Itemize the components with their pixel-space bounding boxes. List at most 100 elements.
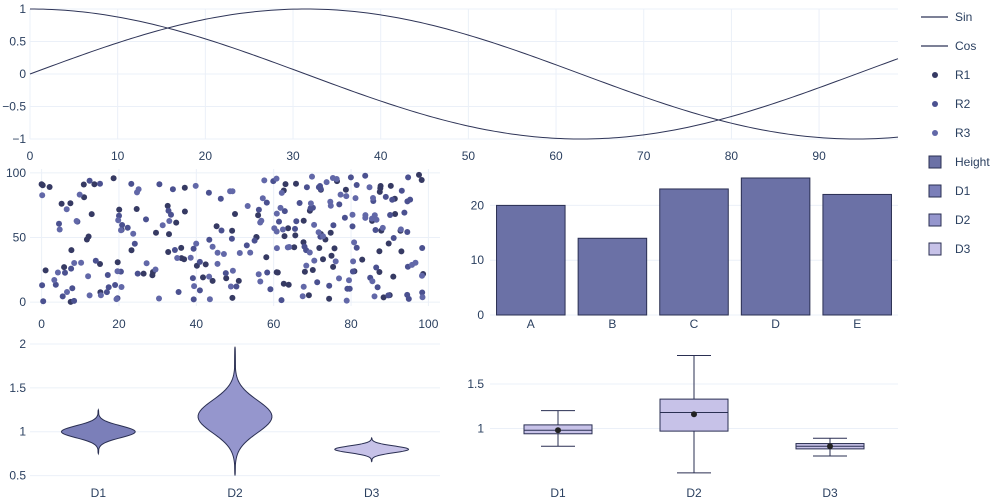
scatter-point-r2	[401, 209, 408, 216]
scatter-point-r1	[209, 277, 216, 284]
scatter-point-r3	[85, 273, 92, 280]
scatter-point-r2	[349, 268, 356, 275]
scatter-point-r3	[300, 283, 307, 290]
scatter-point-r3	[349, 211, 356, 218]
scatter-point-r2	[419, 289, 426, 296]
scatter-point-r3	[209, 243, 216, 250]
y-tick-label: 0	[477, 308, 484, 322]
scatter-point-r2	[264, 269, 271, 276]
scatter-point-r3	[214, 260, 221, 267]
scatter-point-r3	[373, 216, 380, 223]
scatter-point-r3	[332, 258, 339, 265]
scatter-point-r3	[311, 257, 318, 264]
scatter-point-r1	[359, 256, 366, 263]
scatter-point-r2	[171, 247, 178, 253]
scatter-point-r2	[71, 297, 78, 304]
y-tick-label: 0	[19, 67, 26, 81]
scatter-point-r1	[274, 269, 281, 276]
legend-item-r3: R3	[932, 126, 971, 140]
scatter-point-r3	[118, 284, 125, 290]
scatter-point-r2	[303, 184, 310, 191]
scatter-point-r3	[311, 221, 318, 228]
scatter-point-r3	[343, 297, 350, 304]
legend-marker-swatch	[932, 72, 938, 78]
legend-item-height: Height	[928, 155, 990, 169]
scatter-point-r3	[130, 230, 137, 237]
scatter-point-r2	[390, 235, 397, 241]
scatter-point-r1	[327, 229, 334, 236]
scatter-point-r2	[189, 275, 196, 282]
x-tick-label: D2	[686, 486, 702, 500]
scatter-point-r2	[103, 289, 110, 296]
scatter-point-r2	[314, 279, 321, 286]
scatter-point-r1	[181, 208, 188, 215]
scatter-point-r1	[376, 269, 383, 275]
scatter-point-r3	[271, 225, 278, 232]
scatter-point-r2	[353, 182, 360, 188]
scatter-point-r2	[69, 285, 76, 292]
legend-label: D2	[955, 213, 971, 227]
y-tick-label: 1	[477, 421, 484, 435]
legend-label: Height	[955, 155, 990, 169]
scatter-point-r2	[296, 200, 303, 206]
scatter-point-r3	[309, 173, 315, 180]
box-mean-d1	[555, 427, 561, 434]
scatter-point-r3	[257, 278, 264, 285]
scatter-point-r2	[346, 285, 353, 292]
scatter-point-r2	[317, 183, 323, 189]
scatter-point-r1	[301, 268, 308, 275]
scatter-point-r3	[259, 195, 266, 202]
scatter-point-r2	[405, 174, 412, 181]
y-tick-label: 1.5	[467, 377, 484, 391]
scatter-point-r1	[153, 229, 159, 236]
scatter-point-r3	[329, 175, 336, 181]
scatter-point-r3	[307, 200, 314, 207]
scatter-point-r2	[398, 187, 405, 194]
x-tick-label: D2	[227, 486, 243, 500]
scatter-point-r3	[419, 272, 425, 279]
scatter-point-r3	[336, 275, 342, 282]
violin-d3	[334, 436, 410, 463]
x-tick-label: 80	[344, 317, 358, 331]
scatter-point-r1	[114, 259, 121, 266]
scatter-point-r2	[68, 265, 75, 272]
scatter-point-r1	[282, 181, 289, 188]
x-tick-label: D1	[91, 486, 107, 500]
scatter-point-r2	[112, 282, 119, 288]
x-tick-label: D1	[550, 486, 566, 500]
scatter-point-r2	[228, 235, 235, 242]
scatter-point-r1	[164, 202, 171, 209]
scatter-point-r1	[178, 255, 185, 262]
violin-d1	[60, 408, 136, 456]
scatter-point-r2	[387, 212, 394, 218]
box-chart-d1-d2-d3: 1 1.5 D1 D2 D3	[467, 355, 898, 500]
scatter-point-r2	[374, 284, 381, 291]
scatter-point-r2	[124, 224, 131, 231]
scatter-point-r1	[202, 261, 209, 268]
scatter-point-r3	[273, 210, 280, 217]
scatter-point-r3	[135, 186, 142, 193]
legend-box-swatch	[928, 184, 942, 198]
scatter-point-r3	[244, 203, 251, 209]
scatter-point-r2	[353, 244, 360, 251]
scatter-point-r2	[59, 293, 66, 300]
scatter-point-r1	[309, 267, 316, 273]
x-tick-label: 90	[812, 149, 826, 163]
scatter-point-r2	[92, 257, 99, 264]
scatter-point-r1	[166, 231, 172, 238]
scatter-point-r3	[277, 204, 284, 211]
scatter-point-r1	[173, 219, 180, 226]
legend-item-sin: Sin	[921, 10, 972, 24]
scatter-point-r2	[165, 207, 172, 214]
scatter-point-r1	[229, 294, 236, 301]
scatter-point-r3	[166, 218, 173, 224]
scatter-point-r1	[387, 182, 394, 189]
scatter-point-r3	[257, 219, 264, 226]
scatter-point-r3	[113, 296, 120, 303]
scatter-point-r2	[373, 264, 380, 271]
scatter-point-r1	[316, 245, 323, 251]
scatter-point-r3	[366, 184, 373, 191]
x-tick-label: 20	[112, 317, 126, 331]
scatter-point-r2	[119, 222, 126, 228]
line-chart-grid	[29, 8, 898, 140]
